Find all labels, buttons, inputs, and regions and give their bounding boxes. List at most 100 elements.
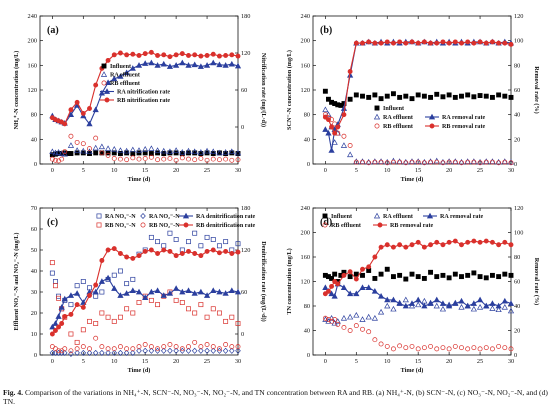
data-point	[148, 347, 155, 354]
legend-label: RB removal rate	[390, 223, 434, 229]
data-point	[192, 251, 198, 256]
data-point	[489, 272, 495, 278]
x-tick-label: 5	[355, 167, 358, 174]
chart-panel-c: 0 5 10 15 20 25 30 0 10 20 30 40 50 60 70 0 60 120 180 Time…	[13, 205, 267, 374]
data-point	[155, 302, 161, 308]
data-point	[471, 94, 477, 100]
y2-tick-label: 60	[514, 87, 520, 94]
data-point	[459, 345, 464, 351]
data-point	[483, 275, 489, 281]
data-point	[123, 349, 130, 356]
data-point	[62, 149, 68, 155]
data-point	[111, 349, 118, 356]
data-point	[135, 147, 143, 153]
data-point	[340, 315, 348, 321]
y-tick-label: 80	[31, 112, 37, 119]
data-point	[130, 310, 136, 316]
data-point	[434, 40, 440, 46]
data-point	[210, 306, 216, 312]
x-tick-label: 0	[51, 358, 54, 365]
data-point	[161, 247, 167, 253]
data-point	[421, 93, 427, 99]
data-point	[508, 94, 514, 100]
data-point	[148, 234, 154, 240]
data-point	[483, 159, 489, 165]
data-point	[111, 318, 117, 324]
data-point	[384, 93, 390, 99]
data-point	[173, 237, 179, 242]
y-tick-label: 0	[307, 161, 310, 168]
data-point	[332, 130, 338, 136]
data-point	[179, 288, 186, 295]
data-point	[228, 287, 235, 293]
data-point	[378, 271, 384, 277]
legend: Influent RA effluent RA removal rate RB eff…	[322, 212, 484, 229]
x-tick-label: 10	[384, 167, 390, 174]
data-point	[390, 244, 396, 250]
x-tick-label: 20	[173, 167, 179, 174]
data-point	[173, 62, 180, 68]
data-point	[390, 274, 396, 280]
data-point	[49, 156, 55, 162]
legend-marker	[104, 97, 110, 103]
data-point	[154, 147, 161, 153]
data-point	[495, 302, 502, 309]
data-point	[99, 344, 105, 350]
data-point	[489, 239, 495, 245]
data-point	[80, 279, 86, 284]
x-tick-label: 0	[324, 167, 327, 174]
data-point	[378, 96, 384, 102]
data-point	[421, 297, 428, 304]
data-point	[428, 159, 434, 165]
data-point	[360, 326, 365, 332]
data-point	[347, 328, 353, 333]
data-point	[347, 313, 354, 320]
data-point	[86, 148, 93, 155]
series-RA removal rate	[322, 280, 515, 309]
data-point	[142, 150, 148, 156]
data-point	[105, 57, 111, 63]
data-point	[191, 61, 198, 68]
data-point	[384, 160, 390, 166]
data-point	[476, 158, 484, 165]
y2-tick-label: 80	[514, 62, 520, 69]
y2-axis-label: Denitrification rate (mg/(L·d))	[260, 241, 267, 321]
chart-panel-a: 0 5 10 15 20 25 30 0 40 80 120 160 200 240 0 60 120 180 Ti…	[13, 13, 267, 183]
data-point	[74, 302, 80, 308]
data-point	[459, 160, 464, 166]
legend-marker	[183, 222, 189, 228]
data-point	[331, 139, 338, 145]
series-line	[51, 248, 239, 335]
data-point	[161, 344, 167, 350]
data-point	[440, 94, 446, 100]
x-axis-label: Time (d)	[401, 367, 424, 374]
data-point	[409, 39, 415, 45]
panel-label: (d)	[320, 217, 332, 228]
data-point	[117, 268, 123, 274]
data-point	[235, 344, 241, 350]
data-point	[322, 106, 329, 113]
panel-label: (c)	[47, 217, 58, 228]
data-point	[415, 158, 422, 164]
data-point	[470, 300, 477, 306]
y-tick-label: 0	[34, 161, 37, 168]
data-point	[496, 92, 502, 98]
data-point	[105, 346, 111, 352]
data-point	[223, 239, 229, 245]
panel-label: (b)	[320, 25, 332, 36]
data-point	[173, 253, 179, 259]
y2-tick-label: 100	[514, 38, 523, 45]
data-point	[483, 158, 490, 164]
data-point	[223, 53, 229, 58]
data-point	[68, 311, 74, 317]
data-point	[56, 348, 62, 354]
data-point	[421, 275, 427, 281]
data-point	[210, 237, 216, 242]
y-tick-label: 40	[304, 136, 310, 143]
data-point	[161, 151, 167, 156]
x-axis-label: Time (d)	[128, 367, 151, 374]
data-point	[68, 331, 74, 337]
data-point	[329, 283, 335, 289]
data-point	[332, 317, 338, 322]
